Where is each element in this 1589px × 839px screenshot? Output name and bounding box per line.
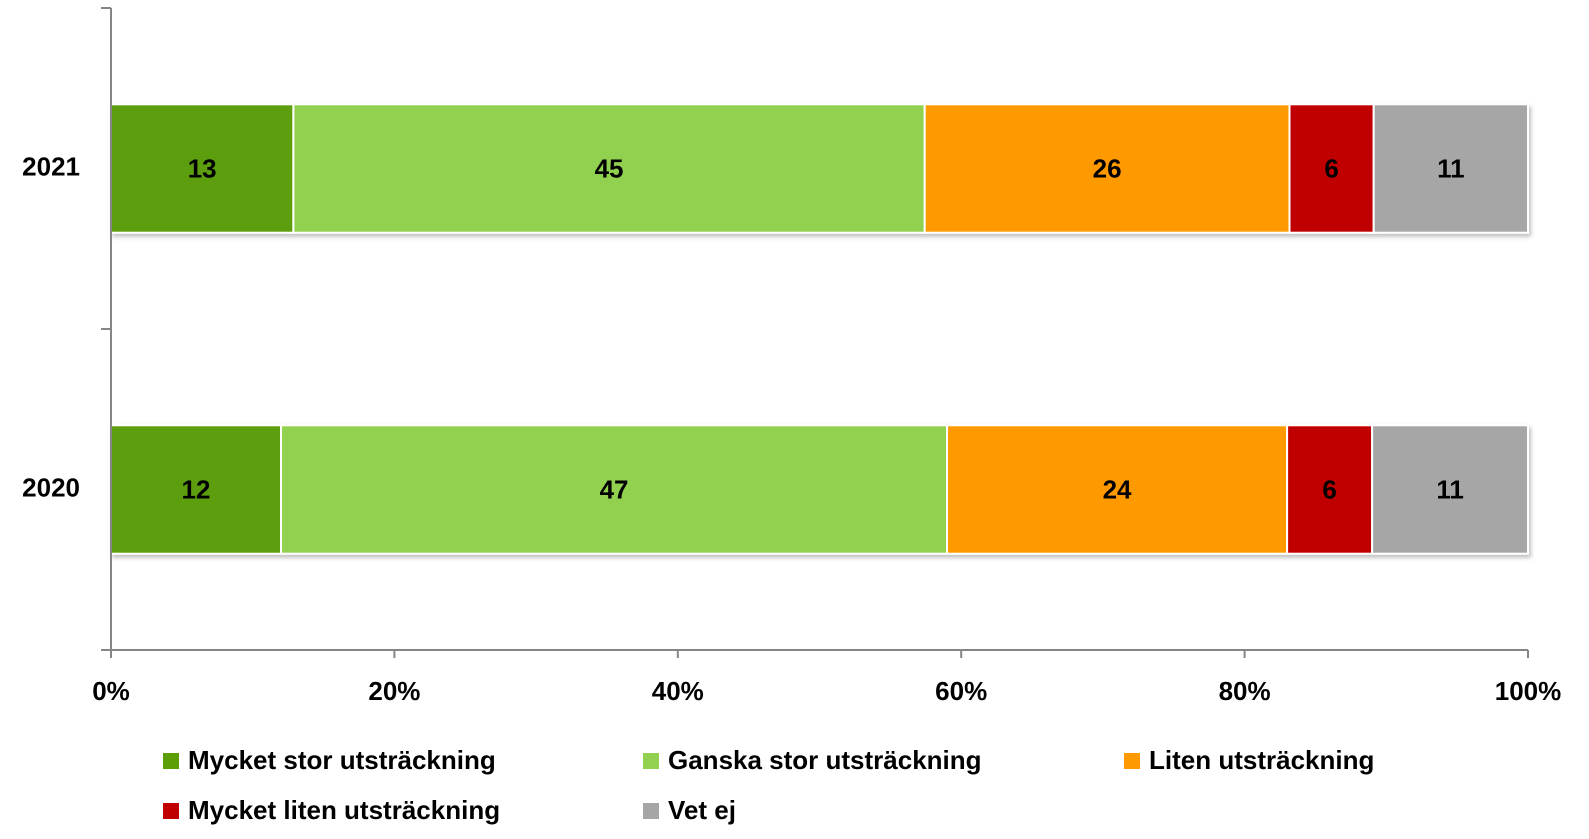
legend-label: Ganska stor utsträckning: [668, 745, 982, 775]
bar-segment: [946, 424, 1289, 555]
data-label: 45: [595, 153, 624, 183]
data-label: 6: [1322, 474, 1336, 504]
legend-swatch: [643, 803, 659, 819]
x-tick-label: 60%: [935, 676, 987, 706]
y-tick-label: 2021: [22, 151, 80, 181]
data-label: 12: [182, 474, 211, 504]
legend-swatch: [1124, 753, 1140, 769]
data-label: 6: [1324, 153, 1338, 183]
data-label: 26: [1093, 153, 1122, 183]
legend-label: Vet ej: [668, 795, 736, 825]
legend-swatch: [643, 753, 659, 769]
bar-group: [110, 103, 1529, 234]
bar-segment: [292, 103, 926, 234]
bar-segment: [110, 424, 283, 555]
x-tick-label: 40%: [652, 676, 704, 706]
legend-label: Liten utsträckning: [1149, 745, 1374, 775]
legend-label: Mycket liten utsträckning: [188, 795, 500, 825]
bar-group: [110, 424, 1529, 555]
data-label: 11: [1437, 153, 1465, 183]
bar-segment: [1371, 424, 1529, 555]
bar-segment: [1286, 424, 1374, 555]
x-tick-label: 100%: [1495, 676, 1562, 706]
bar-segment: [280, 424, 949, 555]
data-label: 13: [188, 153, 217, 183]
bar-segment: [923, 103, 1291, 234]
y-tick-label: 2020: [22, 472, 80, 502]
bar-segment: [110, 103, 295, 234]
legend-label: Mycket stor utsträckning: [188, 745, 496, 775]
legend-swatch: [163, 753, 179, 769]
data-label: 11: [1436, 474, 1464, 504]
data-label: 47: [600, 474, 629, 504]
legend-swatch: [163, 803, 179, 819]
bar-segment: [1372, 103, 1529, 234]
data-label: 24: [1103, 474, 1132, 504]
x-tick-label: 80%: [1219, 676, 1271, 706]
x-tick-label: 20%: [368, 676, 420, 706]
x-tick-label: 0%: [92, 676, 130, 706]
